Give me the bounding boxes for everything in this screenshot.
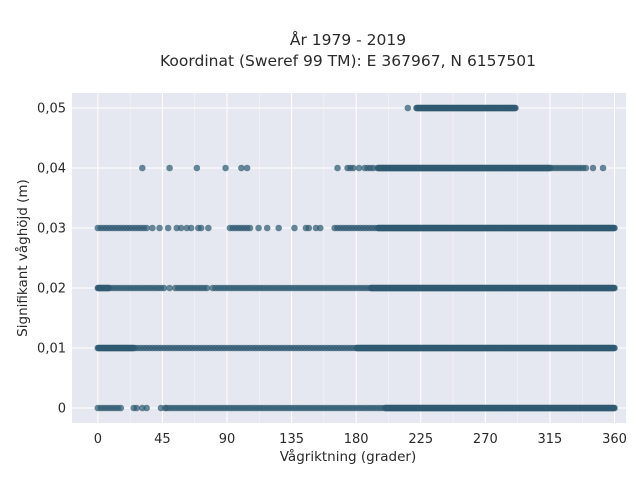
data-point [166, 284, 173, 292]
data-point [156, 224, 163, 232]
chart-title-line2: Koordinat (Sweref 99 TM): E 367967, N 61… [160, 52, 536, 70]
data-point [222, 164, 229, 172]
data-point [599, 164, 607, 172]
data-point [139, 164, 146, 172]
y-tick-labels: 0 0,01 0,02 0,03 0,04 0,05 [37, 102, 66, 417]
x-tick-label: 135 [279, 432, 304, 447]
data-point [370, 164, 377, 172]
data-point [203, 284, 211, 292]
plot-area [72, 93, 626, 423]
data-point [355, 164, 363, 172]
data-point [143, 404, 150, 412]
data-point [371, 224, 379, 232]
data-point [143, 224, 150, 232]
data-point [611, 344, 618, 352]
data-point [205, 224, 212, 232]
x-tick-label: 45 [154, 432, 171, 447]
data-point [316, 224, 324, 232]
x-tick-label: 360 [602, 432, 627, 447]
data-point [404, 104, 412, 112]
data-point [611, 284, 618, 292]
series-row [139, 164, 607, 172]
data-point [187, 224, 195, 232]
data-point [193, 164, 201, 172]
x-tick-label: 225 [408, 432, 433, 447]
data-point [243, 164, 251, 172]
y-tick-label: 0,04 [37, 162, 66, 177]
data-point [350, 164, 357, 172]
series-row [94, 224, 618, 232]
x-tick-label: 0 [94, 432, 102, 447]
data-points [94, 104, 618, 412]
data-point [166, 164, 173, 172]
data-point [238, 164, 245, 172]
data-point [255, 224, 262, 232]
series-row [94, 284, 618, 292]
x-tick-label: 315 [538, 432, 563, 447]
x-tick-label: 90 [219, 432, 236, 447]
series-row [94, 344, 618, 352]
data-point [334, 164, 341, 172]
y-tick-label: 0,02 [37, 282, 66, 297]
x-tick-labels: 0 45 90 135 180 225 270 315 360 [94, 432, 627, 447]
data-point [160, 284, 168, 292]
chart-title-line1: År 1979 - 2019 [290, 30, 406, 49]
y-tick-label: 0,03 [37, 222, 66, 237]
y-tick-label: 0,01 [37, 342, 66, 357]
data-point [512, 104, 519, 112]
data-point [378, 404, 386, 412]
data-point [305, 224, 313, 232]
data-point [164, 224, 172, 232]
x-tick-label: 180 [344, 432, 369, 447]
data-point [177, 224, 185, 232]
data-point [582, 164, 590, 172]
data-point [246, 224, 254, 232]
y-tick-label: 0 [58, 402, 66, 417]
data-point [611, 224, 618, 232]
x-axis-label: Vågriktning (grader) [280, 448, 417, 465]
data-point [133, 404, 140, 412]
x-tick-label: 270 [473, 432, 498, 447]
y-tick-label: 0,05 [37, 102, 66, 117]
data-point [263, 224, 271, 232]
data-point [589, 164, 597, 172]
data-point [275, 224, 282, 232]
data-point [197, 224, 205, 232]
data-point [149, 224, 156, 232]
y-axis-label: Signifikant våghöjd (m) [14, 179, 31, 337]
data-point [291, 224, 298, 232]
series-row [404, 104, 519, 112]
data-point [611, 404, 618, 412]
data-point [350, 344, 357, 352]
data-point [117, 404, 125, 412]
series-row [94, 404, 618, 412]
data-point [364, 284, 371, 292]
